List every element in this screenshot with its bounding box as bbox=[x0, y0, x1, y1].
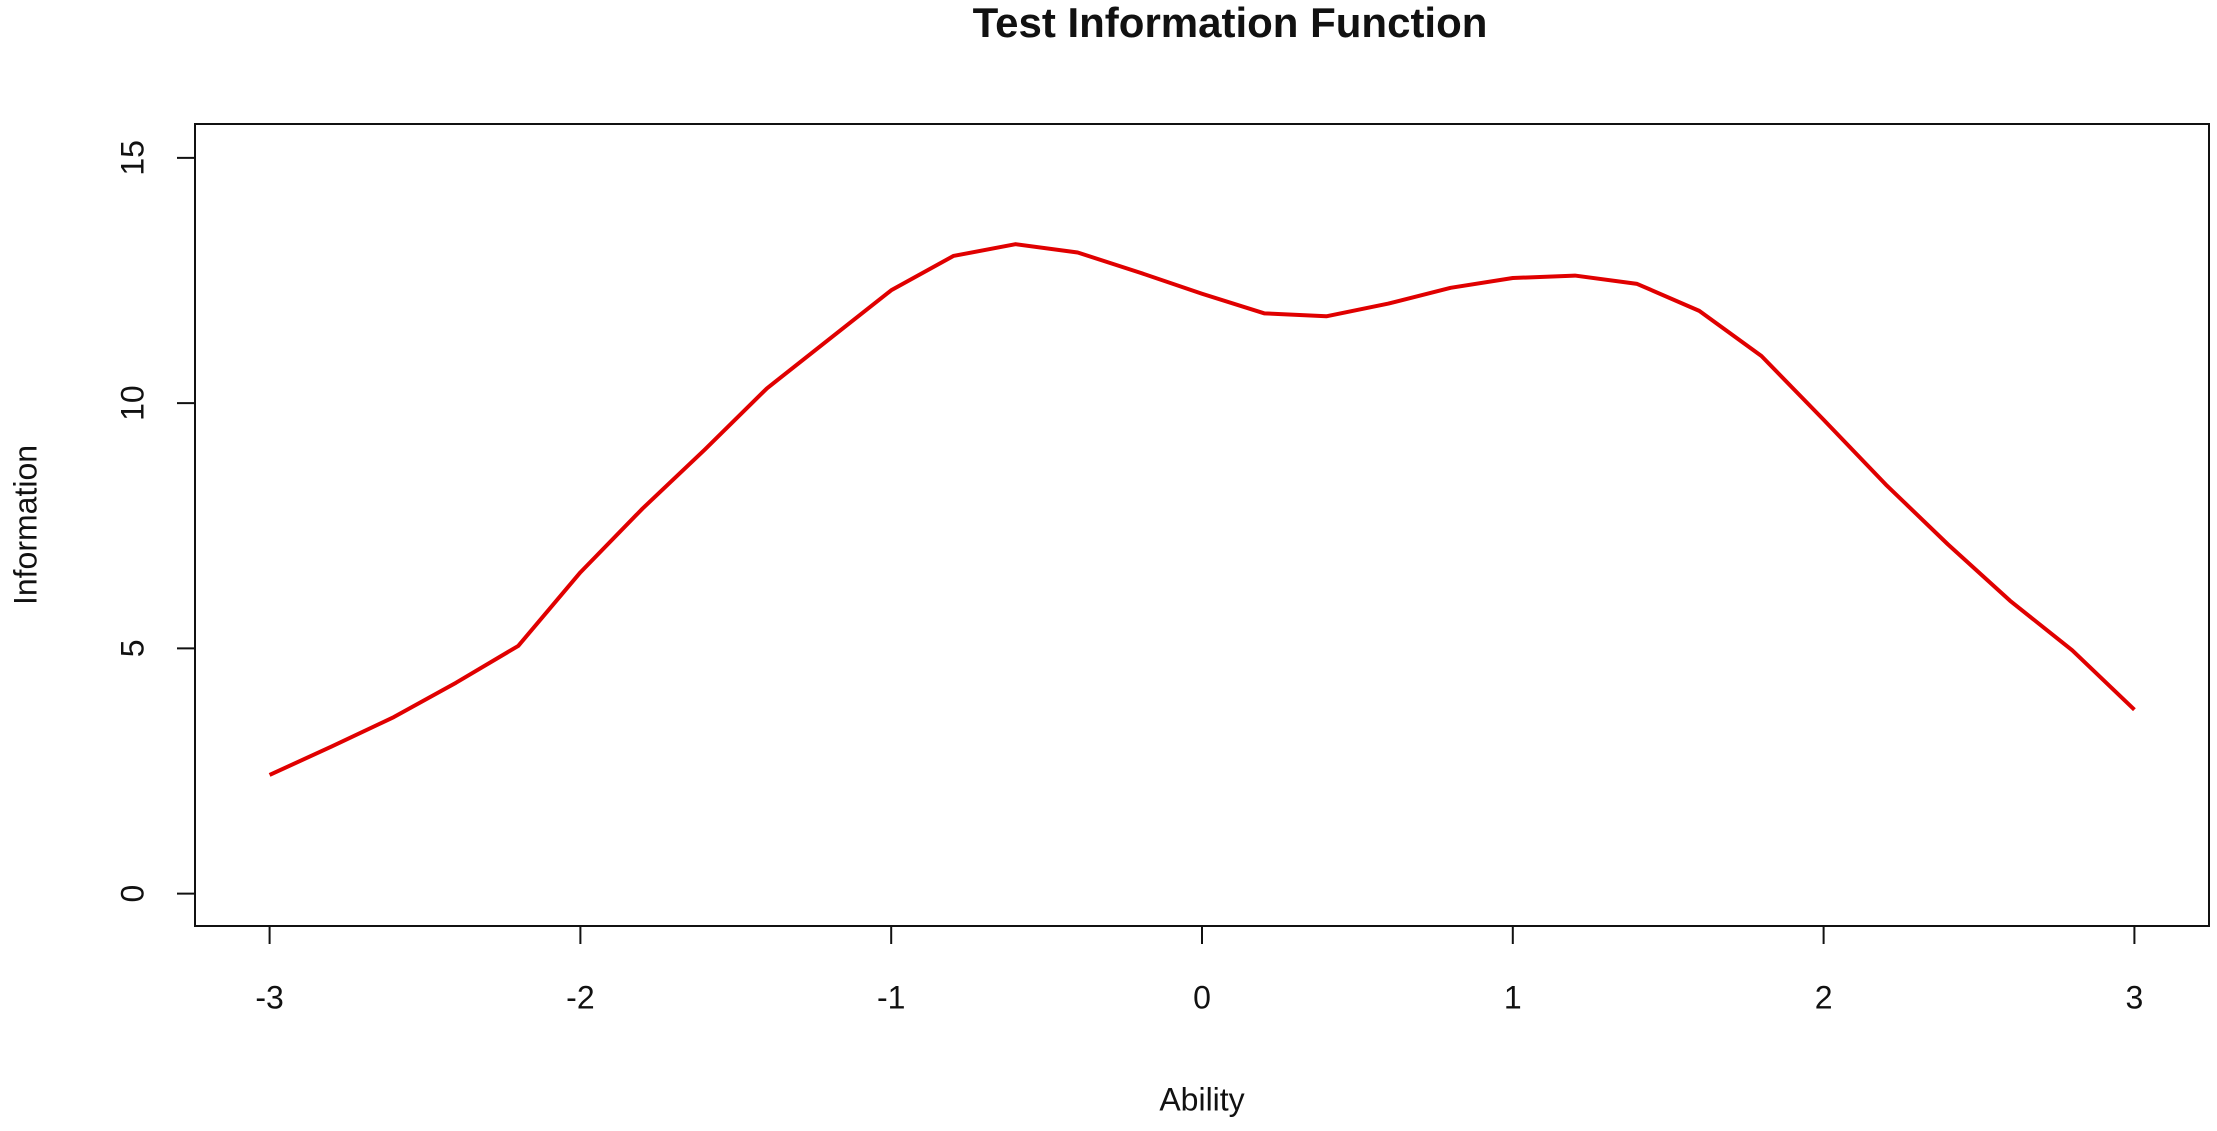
y-tick-label: 5 bbox=[114, 639, 150, 657]
x-axis-title: Ability bbox=[1159, 1081, 1244, 1117]
x-tick-label: 3 bbox=[2126, 979, 2144, 1015]
line-series bbox=[268, 242, 2136, 777]
chart-title: Test Information Function bbox=[973, 0, 1488, 46]
x-tick-label: -2 bbox=[566, 979, 594, 1015]
y-tick-label: 15 bbox=[114, 140, 150, 176]
y-tick-label: 0 bbox=[114, 885, 150, 903]
x-tick-label: 2 bbox=[1815, 979, 1833, 1015]
x-tick-label: -3 bbox=[255, 979, 283, 1015]
y-axis-title: Information bbox=[7, 445, 43, 605]
x-tick-label: 0 bbox=[1193, 979, 1211, 1015]
plot-frame bbox=[194, 123, 2210, 927]
x-tick-label: 1 bbox=[1504, 979, 1522, 1015]
x-tick-label: -1 bbox=[877, 979, 905, 1015]
y-tick-label: 10 bbox=[114, 385, 150, 421]
